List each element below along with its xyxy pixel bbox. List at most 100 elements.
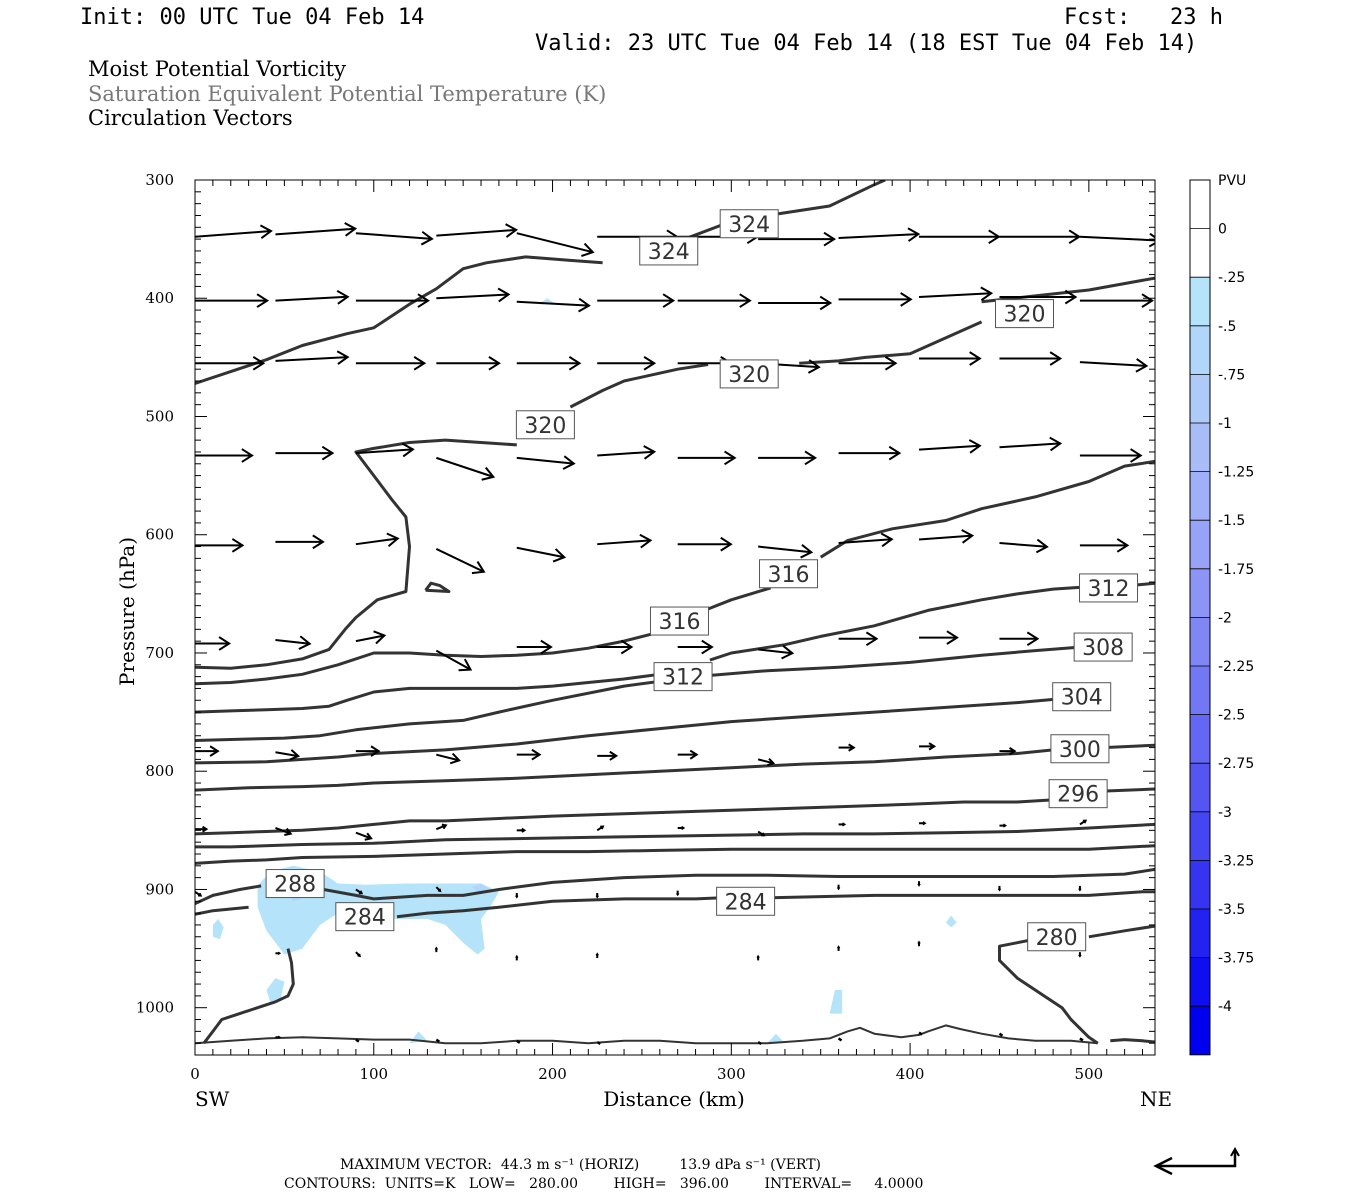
circulation-vector <box>1079 293 1154 308</box>
contour-label-box <box>1079 573 1139 603</box>
vector-head <box>1035 538 1049 554</box>
vector-head <box>277 951 282 955</box>
x-tick-label: 300 <box>717 1065 746 1083</box>
y-tick-label: 500 <box>145 407 174 425</box>
vector-shaft <box>516 300 590 307</box>
y-tick-label: 300 <box>145 171 174 189</box>
vector-head <box>256 293 270 308</box>
circulation-vector <box>275 445 335 461</box>
circulation-vector <box>837 1037 843 1042</box>
vector-head <box>515 954 519 959</box>
circulation-vector <box>999 823 1008 828</box>
vector-head <box>968 439 982 454</box>
contour-label-box <box>335 902 395 932</box>
circulation-vector <box>436 456 496 481</box>
vector-shaft <box>516 546 565 559</box>
circulation-vector <box>435 649 473 672</box>
vector-head <box>595 894 599 899</box>
theta-es-contour <box>569 363 709 409</box>
vector-head <box>595 952 599 957</box>
contour-label: 284 <box>716 886 776 916</box>
vector-head <box>841 822 847 827</box>
contour-label-text: 324 <box>648 240 690 265</box>
contour-label: 280 <box>1027 922 1087 952</box>
vector-head <box>277 1035 282 1039</box>
circulation-vector <box>275 1035 282 1039</box>
y-tick-label: 800 <box>145 762 174 780</box>
circulation-vector <box>595 893 599 899</box>
circulation-vector <box>999 436 1063 452</box>
circulation-vector <box>436 223 519 238</box>
y-tick-label: 400 <box>145 289 174 307</box>
vector-head <box>578 297 591 313</box>
colorbar-swatch <box>1190 811 1210 861</box>
circulation-vector <box>597 293 676 308</box>
colorbar-swatch <box>1190 277 1210 326</box>
mpv-patch <box>212 919 224 940</box>
vector-shaft <box>355 1038 360 1043</box>
colorbar-label: -3.25 <box>1218 853 1254 869</box>
circulation-vector <box>597 533 653 549</box>
colorbar-label: -2.25 <box>1218 659 1254 675</box>
circulation-vector <box>998 1032 1004 1037</box>
y-tick-label: 600 <box>145 526 174 544</box>
circulation-vector <box>917 940 921 947</box>
vector-shaft <box>918 1031 923 1036</box>
vector-head <box>720 536 733 552</box>
y-tick-label: 700 <box>145 644 174 662</box>
circulation-vector <box>1079 819 1088 826</box>
vector-head <box>1049 436 1063 452</box>
contour-label-text: 288 <box>274 873 316 898</box>
circulation-vector <box>1079 232 1155 248</box>
circulation-vector <box>758 231 836 247</box>
theta-es-contour <box>1103 743 1155 750</box>
vector-shaft <box>275 751 299 758</box>
contour-label-box <box>515 410 575 440</box>
circulation-vector <box>195 745 220 757</box>
contour-label-box <box>1052 682 1112 712</box>
contour-label: 300 <box>1050 734 1110 764</box>
vector-head <box>437 888 442 893</box>
contour-label-text: 312 <box>1088 577 1130 602</box>
circulation-vector <box>275 749 301 761</box>
circulation-vector <box>195 224 273 240</box>
circulation-vector <box>355 293 430 308</box>
circulation-vector <box>355 630 387 645</box>
theta-es-contour <box>981 276 1155 304</box>
theta-es-contour <box>819 459 1155 559</box>
circulation-vector <box>597 356 657 371</box>
contour-label-text: 308 <box>1082 636 1124 661</box>
vector-head <box>969 351 982 366</box>
contour-label-text: 316 <box>658 610 700 635</box>
contour-label-text: 284 <box>725 890 767 915</box>
vector-head <box>357 953 362 958</box>
circulation-vector <box>355 1038 360 1043</box>
y-tick-label: 1000 <box>136 999 174 1017</box>
vector-head <box>689 749 699 760</box>
vector-head <box>865 631 879 647</box>
reference-vector-head <box>1153 1156 1173 1176</box>
contour-label: 308 <box>1073 632 1133 662</box>
vector-head <box>497 287 511 303</box>
field-title-theta-es: Saturation Equivalent Potential Temperat… <box>88 82 607 106</box>
vector-shaft <box>758 648 793 655</box>
colorbar-swatch <box>1190 471 1210 521</box>
vector-head <box>336 350 350 365</box>
vector-head <box>961 529 975 544</box>
circulation-vector <box>195 890 203 897</box>
vector-shaft <box>999 442 1061 449</box>
theta-es-contour <box>703 586 772 612</box>
vector-head <box>336 290 350 305</box>
colorbar-swatch <box>1190 666 1210 715</box>
contour-label: 324 <box>719 209 779 239</box>
vector-shaft <box>918 292 992 299</box>
vector-shaft <box>516 232 594 254</box>
vector-head <box>819 295 833 311</box>
contour-label-box <box>994 299 1054 329</box>
vector-head <box>552 548 567 563</box>
contour-label: 320 <box>994 299 1054 329</box>
circulation-vector <box>275 222 358 237</box>
vector-head <box>321 445 335 461</box>
circulation-vector <box>677 293 752 308</box>
contour-label-box <box>639 236 699 266</box>
